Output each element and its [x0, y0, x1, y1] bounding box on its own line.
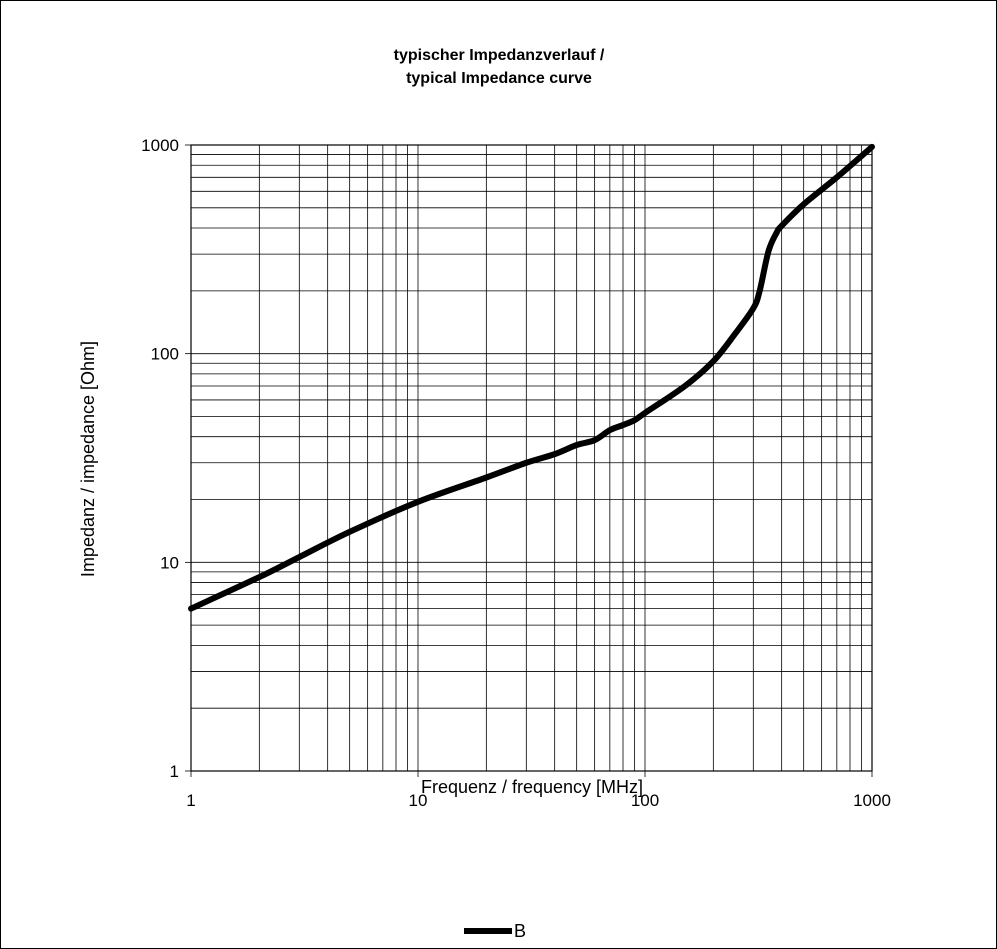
x-axis-label: Frequenz / frequency [MHz]: [421, 777, 643, 797]
chart-subtitle: typical Impedance curve: [406, 70, 592, 87]
legend: B: [464, 921, 526, 941]
legend-label-b: B: [514, 921, 526, 941]
chart-title: typischer Impedanzverlauf /: [394, 47, 605, 64]
series-line-b: [188, 143, 875, 612]
y-tick-label: 10: [160, 553, 179, 572]
y-tick-label: 1: [170, 762, 179, 781]
y-axis-label: Impedanz / impedance [Ohm]: [78, 341, 98, 577]
y-tick-labels: 1 10 100 1000: [141, 136, 179, 781]
x-tick-labels: 1 10 100 1000: [186, 791, 891, 810]
x-tick-label: 100: [631, 791, 659, 810]
y-tick-label: 100: [151, 345, 179, 364]
plot-area-border: [190, 144, 873, 772]
x-tick-label: 1: [186, 791, 195, 810]
y-tick-label: 1000: [141, 136, 179, 155]
x-tick-label: 10: [409, 791, 428, 810]
x-tick-label: 1000: [853, 791, 891, 810]
